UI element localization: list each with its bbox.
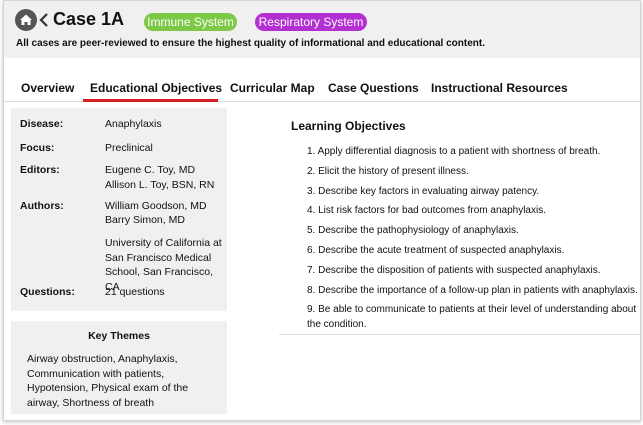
home-button[interactable] xyxy=(15,9,37,31)
detail-label: Disease: xyxy=(20,118,64,130)
detail-value: Eugene C. Toy, MD xyxy=(105,164,196,176)
detail-value: Anaphylaxis xyxy=(105,118,162,130)
objective-item: 7. Describe the disposition of patients … xyxy=(307,264,601,276)
tab[interactable]: Curricular Map xyxy=(230,81,315,95)
detail-value: William Goodson, MD xyxy=(105,200,207,212)
tag: Respiratory System xyxy=(255,13,367,31)
divider xyxy=(279,334,640,335)
tag: Immune System xyxy=(144,13,237,31)
subtitle: All cases are peer-reviewed to ensure th… xyxy=(16,38,485,49)
objectives-title: Learning Objectives xyxy=(291,119,406,133)
objective-item: 5. Describe the pathophysiology of anaph… xyxy=(307,225,519,237)
details-panel xyxy=(11,108,227,311)
detail-label: Editors: xyxy=(20,164,60,176)
tab[interactable]: Educational Objectives xyxy=(90,81,223,95)
detail-label: Authors: xyxy=(20,200,64,212)
back-button[interactable] xyxy=(39,13,48,27)
detail-label: Focus: xyxy=(20,142,55,154)
tab[interactable]: Instructional Resources xyxy=(431,81,568,95)
key-themes-title: Key Themes xyxy=(88,330,150,342)
divider xyxy=(4,101,640,102)
objective-item: 2. Elicit the history of present illness… xyxy=(307,165,469,177)
objective-item: 6. Describe the acute treatment of suspe… xyxy=(307,245,565,256)
app-window: Case 1A Immune System Respiratory System… xyxy=(3,0,641,421)
detail-value: 21 questions xyxy=(105,286,165,298)
detail-value: Preclinical xyxy=(105,142,153,154)
nav-icons xyxy=(15,9,48,31)
detail-value: University of California at San Francisc… xyxy=(105,237,222,293)
objective-item: 8. Describe the importance of a follow-u… xyxy=(307,284,638,296)
tab[interactable]: Overview xyxy=(21,81,75,95)
objective-item: 9. Be able to communicate to patients at… xyxy=(307,304,637,330)
tab[interactable]: Case Questions xyxy=(328,81,419,95)
detail-label: Questions: xyxy=(20,286,75,298)
key-themes-text: Airway obstruction, Anaphylaxis, Communi… xyxy=(27,353,189,409)
objective-item: 1. Apply differential diagnosis to a pat… xyxy=(307,146,601,157)
detail-value: Barry Simon, MD xyxy=(105,214,185,226)
objective-item: 4. List risk factors for bad outcomes fr… xyxy=(307,205,546,217)
objective-item: 3. Describe key factors in evaluating ai… xyxy=(307,185,540,197)
case-title: Case 1A xyxy=(53,9,125,29)
active-tab-indicator xyxy=(83,99,218,102)
key-themes-panel: Key Themes Airway obstruction, Anaphylax… xyxy=(11,321,227,414)
detail-value: Allison L. Toy, BSN, RN xyxy=(105,179,215,191)
